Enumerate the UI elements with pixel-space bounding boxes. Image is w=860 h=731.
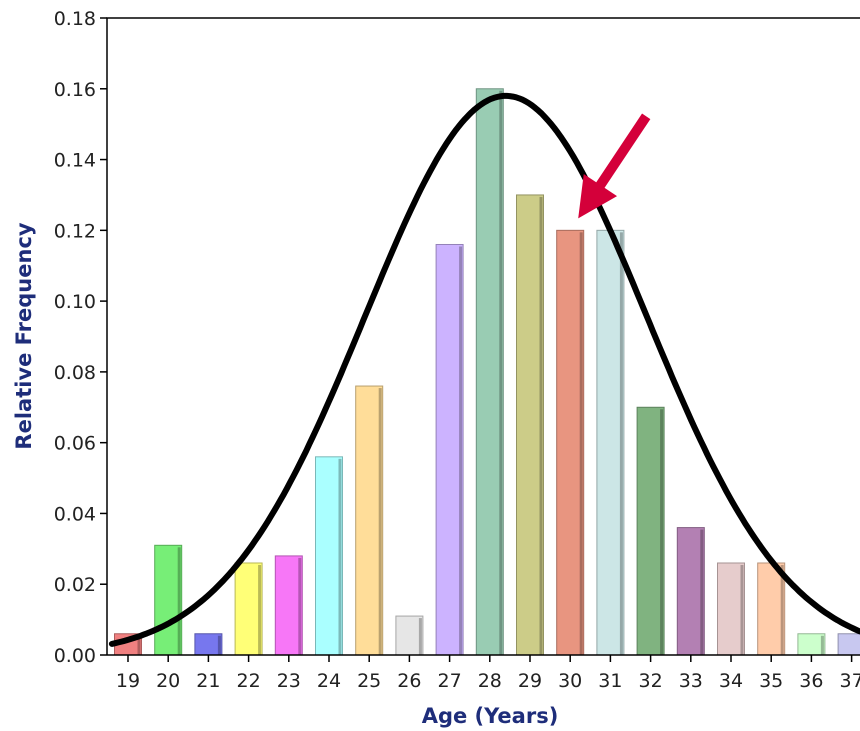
x-tick-label: 30 bbox=[558, 670, 582, 692]
y-tick-label: 0.16 bbox=[54, 79, 96, 101]
y-tick-label: 0.00 bbox=[54, 645, 96, 667]
y-tick-label: 0.18 bbox=[54, 8, 96, 30]
x-tick-label: 36 bbox=[799, 670, 823, 692]
bar-body bbox=[274, 555, 303, 656]
bar-25 bbox=[355, 385, 384, 656]
bar-shade bbox=[700, 529, 704, 655]
bar-body bbox=[395, 615, 424, 656]
plot-frame bbox=[106, 17, 860, 656]
x-tick-label: 24 bbox=[317, 670, 341, 692]
y-tick-label: 0.10 bbox=[54, 291, 96, 313]
y-tick-label: 0.06 bbox=[54, 433, 96, 455]
bar-26 bbox=[395, 615, 424, 656]
bar-shade bbox=[258, 564, 262, 655]
bar-21 bbox=[194, 633, 223, 656]
normal-curve bbox=[108, 92, 860, 647]
bar-body bbox=[596, 229, 625, 656]
x-tick-label: 20 bbox=[156, 670, 180, 692]
bar-33 bbox=[676, 527, 705, 656]
bar-shade bbox=[660, 409, 664, 655]
bar-shade bbox=[418, 618, 422, 655]
x-tick-label: 27 bbox=[438, 670, 462, 692]
x-tick-label: 28 bbox=[478, 670, 502, 692]
annotation bbox=[578, 113, 651, 219]
x-tick-label: 26 bbox=[397, 670, 421, 692]
x-tick-label: 25 bbox=[357, 670, 381, 692]
y-tick-label: 0.02 bbox=[54, 574, 96, 596]
bar-28 bbox=[475, 88, 504, 656]
bar-body bbox=[315, 456, 343, 656]
bar-32 bbox=[636, 406, 665, 656]
bar-shade bbox=[780, 564, 784, 655]
y-axis-ticks: 0.00 0.02 0.04 0.06 0.08 0.10 0.12 0.14 0.16 0.18 bbox=[54, 8, 107, 667]
bar-34 bbox=[717, 562, 745, 656]
x-tick-label: 31 bbox=[598, 670, 622, 692]
arrow-shaft bbox=[595, 113, 651, 190]
x-tick-label: 23 bbox=[277, 670, 301, 692]
bar-31 bbox=[596, 229, 625, 656]
bar-shade bbox=[459, 246, 463, 655]
bar-body bbox=[194, 633, 223, 656]
bar-shade bbox=[378, 388, 382, 655]
bar-body bbox=[676, 527, 705, 656]
axis-frame bbox=[106, 17, 860, 655]
bar-20 bbox=[154, 544, 183, 656]
bar-body bbox=[516, 194, 544, 656]
pointer-arrow bbox=[578, 113, 651, 219]
y-tick-label: 0.14 bbox=[54, 150, 96, 172]
bar-body bbox=[556, 229, 585, 656]
bar-35 bbox=[757, 562, 786, 656]
x-tick-label: 21 bbox=[196, 670, 220, 692]
x-axis-ticks: 19 20 21 22 23 24 25 26 27 28 29 30 31 32 33 34 35 36 37 bbox=[116, 655, 860, 692]
bar-shade bbox=[338, 458, 342, 655]
bar-shade bbox=[137, 635, 141, 655]
x-tick-label: 34 bbox=[719, 670, 743, 692]
bar-36 bbox=[797, 633, 826, 656]
bar-body bbox=[837, 633, 860, 656]
bar-shade bbox=[740, 564, 744, 655]
x-axis-title: Age (Years) bbox=[422, 704, 559, 728]
bars bbox=[114, 88, 860, 656]
bar-shade bbox=[177, 547, 181, 655]
bar-shade bbox=[619, 232, 623, 656]
fitted-curve bbox=[108, 92, 860, 647]
bar-27 bbox=[435, 243, 464, 656]
y-tick-label: 0.04 bbox=[54, 503, 96, 525]
bar-body bbox=[475, 88, 504, 656]
bar-shade bbox=[579, 232, 583, 656]
bar-body bbox=[234, 562, 263, 656]
bar-shade bbox=[499, 90, 503, 656]
bar-30 bbox=[556, 229, 585, 656]
y-tick-label: 0.12 bbox=[54, 220, 96, 242]
bar-24 bbox=[315, 456, 343, 656]
bar-body bbox=[636, 406, 665, 656]
bar-23 bbox=[274, 555, 303, 656]
bar-body bbox=[154, 544, 183, 656]
bar-shade bbox=[298, 557, 302, 655]
x-tick-label: 35 bbox=[759, 670, 783, 692]
bar-body bbox=[797, 633, 826, 656]
arrow-head bbox=[578, 173, 618, 219]
bar-shade bbox=[217, 635, 221, 655]
x-tick-label: 33 bbox=[679, 670, 703, 692]
x-tick-label: 32 bbox=[639, 670, 663, 692]
x-tick-label: 22 bbox=[237, 670, 261, 692]
bar-body bbox=[435, 243, 464, 656]
bar-29 bbox=[516, 194, 544, 656]
x-tick-label: 37 bbox=[840, 670, 860, 692]
bar-body bbox=[355, 385, 384, 656]
bar-22 bbox=[234, 562, 263, 656]
bar-shade bbox=[820, 635, 824, 655]
bar-body bbox=[717, 562, 745, 656]
bar-shade bbox=[539, 196, 543, 655]
x-tick-label: 19 bbox=[116, 670, 140, 692]
y-axis-title: Relative Frequency bbox=[12, 222, 36, 449]
bar-37 bbox=[837, 633, 860, 656]
bar-body bbox=[757, 562, 786, 656]
x-tick-label: 29 bbox=[518, 670, 542, 692]
y-tick-label: 0.08 bbox=[54, 362, 96, 384]
